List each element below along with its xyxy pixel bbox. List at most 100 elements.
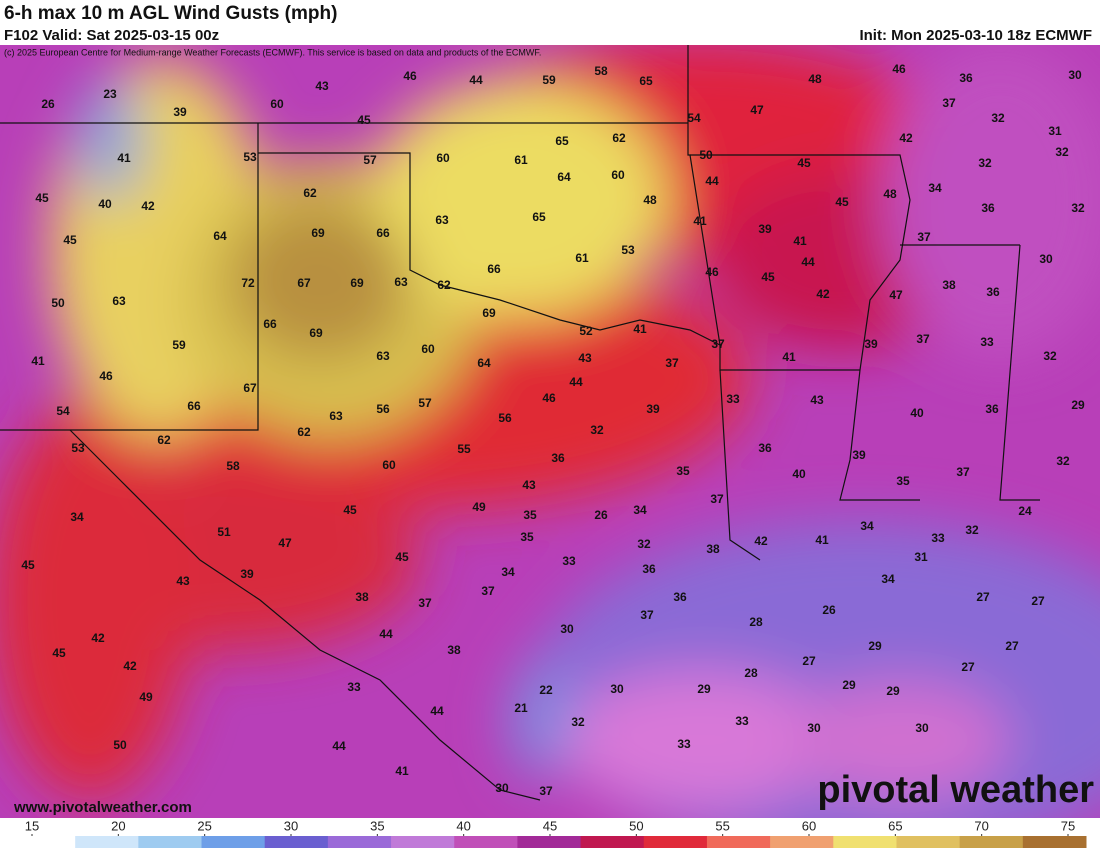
- gust-label: 28: [749, 615, 763, 629]
- gust-label: 69: [350, 276, 364, 290]
- gust-label: 38: [706, 542, 720, 556]
- gust-label: 44: [332, 739, 346, 753]
- gust-label: 32: [1055, 145, 1069, 159]
- gust-label: 33: [347, 680, 361, 694]
- gust-label: 64: [477, 356, 491, 370]
- gust-label: 42: [899, 131, 913, 145]
- gust-label: 37: [710, 492, 724, 506]
- gust-label: 50: [51, 296, 65, 310]
- gust-label: 44: [569, 375, 583, 389]
- gust-label: 34: [881, 572, 895, 586]
- gust-label: 41: [117, 151, 131, 165]
- gust-label: 63: [394, 275, 408, 289]
- gust-label: 37: [481, 584, 495, 598]
- gust-label: 48: [643, 193, 657, 207]
- gust-label: 72: [241, 276, 255, 290]
- gust-label: 67: [297, 276, 311, 290]
- gust-label: 45: [357, 113, 371, 127]
- gust-label: 66: [376, 226, 390, 240]
- gust-label: 60: [436, 151, 450, 165]
- gust-label: 29: [868, 639, 882, 653]
- gust-label: 23: [103, 87, 117, 101]
- colorbar-swatch: [517, 836, 582, 848]
- colorbar-swatch: [75, 836, 139, 848]
- init-time: Init: Mon 2025-03-10 18z ECMWF: [859, 27, 1092, 44]
- gust-label: 63: [376, 349, 390, 363]
- gust-label: 65: [639, 74, 653, 88]
- gust-label: 21: [514, 701, 528, 715]
- title: 6-h max 10 m AGL Wind Gusts (mph): [4, 3, 338, 24]
- colorbar-swatch: [264, 836, 329, 848]
- gust-label: 32: [571, 715, 585, 729]
- gust-label: 37: [917, 230, 931, 244]
- valid-time: F102 Valid: Sat 2025-03-15 00z: [4, 27, 220, 44]
- gust-label: 36: [985, 402, 999, 416]
- gust-label: 32: [1056, 454, 1070, 468]
- colorbar-label: 35: [370, 818, 384, 833]
- gust-label: 42: [91, 631, 105, 645]
- gust-label: 33: [735, 714, 749, 728]
- gust-label: 46: [99, 369, 113, 383]
- gust-label: 37: [942, 96, 956, 110]
- gust-label: 54: [687, 111, 701, 125]
- gust-label: 66: [487, 262, 501, 276]
- gust-label: 39: [646, 402, 660, 416]
- gust-label: 46: [542, 391, 556, 405]
- colorbar-swatch: [391, 836, 455, 848]
- gust-label: 32: [965, 523, 979, 537]
- gust-label: 53: [621, 243, 635, 257]
- gust-label: 27: [1031, 594, 1045, 608]
- gust-label: 32: [1071, 201, 1085, 215]
- gust-label: 30: [610, 682, 624, 696]
- gust-label: 49: [472, 500, 486, 514]
- gust-label: 58: [226, 459, 240, 473]
- colorbar-label: 65: [888, 818, 902, 833]
- gust-label: 43: [522, 478, 536, 492]
- gust-label: 45: [343, 503, 357, 517]
- gust-label: 35: [520, 530, 534, 544]
- gust-label: 36: [758, 441, 772, 455]
- colorbar-swatch: [454, 836, 518, 848]
- colorbar-swatch: [706, 836, 771, 848]
- gust-label: 53: [243, 150, 257, 164]
- gust-label: 38: [355, 590, 369, 604]
- gust-label: 29: [1071, 398, 1085, 412]
- gust-label: 61: [514, 153, 528, 167]
- gust-label: 27: [1005, 639, 1019, 653]
- gust-label: 45: [761, 270, 775, 284]
- gust-label: 60: [421, 342, 435, 356]
- gust-label: 40: [98, 197, 112, 211]
- gust-label: 36: [981, 201, 995, 215]
- gust-label: 63: [329, 409, 343, 423]
- gust-label: 48: [883, 187, 897, 201]
- gust-label: 30: [1068, 68, 1082, 82]
- gust-label: 60: [270, 97, 284, 111]
- gust-label: 63: [435, 213, 449, 227]
- gust-label: 48: [808, 72, 822, 86]
- colorbar-swatch: [833, 836, 897, 848]
- gust-label: 41: [782, 350, 796, 364]
- gust-label: 34: [633, 503, 647, 517]
- gust-label: 41: [395, 764, 409, 778]
- gust-label: 43: [315, 79, 329, 93]
- colorbar-label: 75: [1061, 818, 1075, 833]
- gust-label: 47: [750, 103, 764, 117]
- gust-label: 64: [213, 229, 227, 243]
- colorbar-label: 20: [111, 818, 125, 833]
- colorbar-label: 15: [25, 818, 39, 833]
- colorbar-label: 25: [197, 818, 211, 833]
- gust-label: 27: [976, 590, 990, 604]
- gust-label: 36: [642, 562, 656, 576]
- gust-label: 56: [376, 402, 390, 416]
- field: [0, 45, 1100, 818]
- gust-label: 32: [1043, 349, 1057, 363]
- gust-label: 59: [172, 338, 186, 352]
- gust-label: 37: [956, 465, 970, 479]
- gust-label: 32: [978, 156, 992, 170]
- gust-label: 41: [31, 354, 45, 368]
- colorbar-swatch: [580, 836, 645, 848]
- gust-label: 47: [278, 536, 292, 550]
- gust-label: 41: [633, 322, 647, 336]
- copyright: (c) 2025 European Centre for Medium-rang…: [4, 47, 541, 57]
